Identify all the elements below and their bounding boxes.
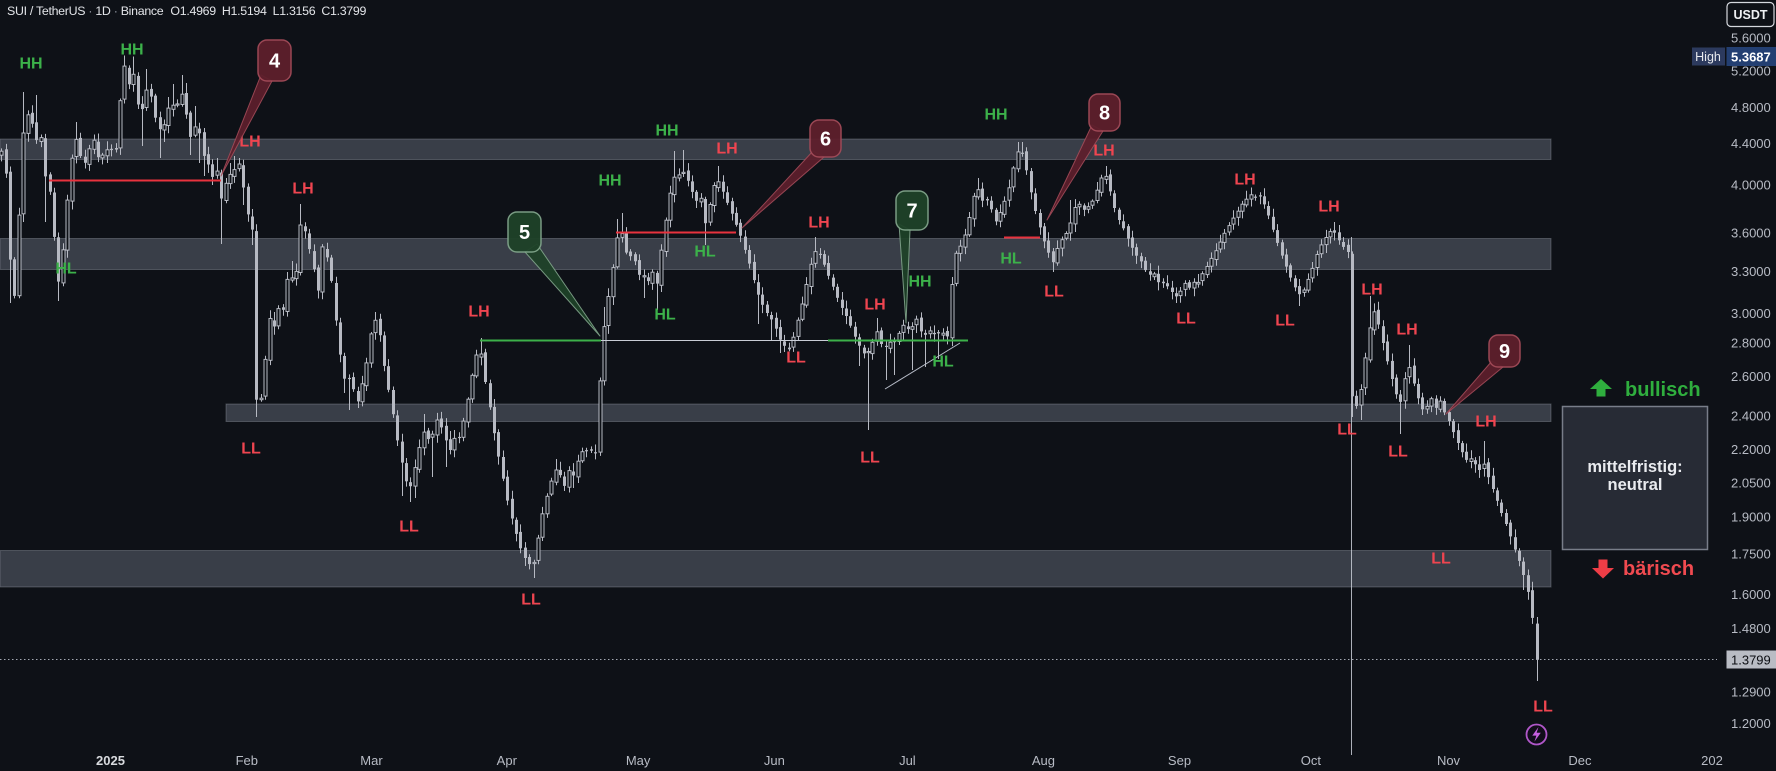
svg-text:5.6000: 5.6000 (1731, 31, 1771, 46)
svg-text:2.4000: 2.4000 (1731, 408, 1771, 423)
svg-text:LL: LL (1388, 444, 1408, 461)
svg-text:Jun: Jun (764, 753, 785, 768)
svg-text:May: May (626, 753, 651, 768)
svg-text:LH: LH (808, 215, 829, 232)
svg-text:HL: HL (932, 354, 954, 371)
svg-text:Apr: Apr (497, 753, 518, 768)
svg-text:1.9000: 1.9000 (1731, 509, 1771, 524)
svg-text:LL: LL (1044, 284, 1064, 301)
svg-text:High: High (1695, 50, 1721, 64)
svg-text:LL: LL (1337, 422, 1357, 439)
svg-text:1.2900: 1.2900 (1731, 685, 1771, 700)
svg-text:Dec: Dec (1568, 753, 1592, 768)
svg-text:LL: LL (521, 592, 541, 609)
svg-text:LH: LH (716, 141, 737, 158)
svg-text:LL: LL (860, 450, 880, 467)
svg-text:USDT: USDT (1733, 8, 1767, 22)
svg-text:1.2000: 1.2000 (1731, 716, 1771, 731)
svg-text:2.2000: 2.2000 (1731, 442, 1771, 457)
svg-text:2.8000: 2.8000 (1731, 335, 1771, 350)
svg-text:LH: LH (239, 134, 260, 151)
svg-text:1.3799: 1.3799 (1731, 653, 1771, 668)
svg-text:Oct: Oct (1301, 753, 1322, 768)
svg-text:LL: LL (1176, 311, 1196, 328)
svg-text:1.4800: 1.4800 (1731, 621, 1771, 636)
svg-text:HH: HH (908, 274, 931, 291)
svg-text:2.0500: 2.0500 (1731, 475, 1771, 490)
svg-text:7: 7 (906, 201, 917, 223)
svg-text:LL: LL (1533, 699, 1553, 716)
svg-text:HL: HL (1000, 251, 1022, 268)
svg-text:Feb: Feb (236, 753, 258, 768)
svg-text:HH: HH (120, 42, 143, 59)
svg-text:202: 202 (1701, 753, 1723, 768)
svg-text:4.0000: 4.0000 (1731, 178, 1771, 193)
svg-text:Sep: Sep (1168, 753, 1191, 768)
svg-text:bullisch: bullisch (1625, 379, 1701, 401)
svg-text:Aug: Aug (1032, 753, 1055, 768)
svg-text:LL: LL (1431, 551, 1451, 568)
svg-text:3.0000: 3.0000 (1731, 306, 1771, 321)
svg-text:LH: LH (1475, 414, 1496, 431)
svg-text:Jul: Jul (899, 753, 916, 768)
svg-text:HH: HH (655, 123, 678, 140)
svg-text:Nov: Nov (1437, 753, 1461, 768)
svg-text:neutral: neutral (1607, 476, 1662, 494)
svg-text:HH: HH (598, 173, 621, 190)
svg-text:LH: LH (1234, 172, 1255, 189)
svg-text:LH: LH (1396, 322, 1417, 339)
svg-text:4.4000: 4.4000 (1731, 136, 1771, 151)
svg-text:LL: LL (241, 441, 261, 458)
svg-text:LL: LL (1275, 313, 1295, 330)
svg-text:8: 8 (1099, 103, 1110, 125)
svg-text:HL: HL (694, 244, 716, 261)
svg-text:LH: LH (864, 297, 885, 314)
svg-text:LH: LH (292, 181, 313, 198)
svg-text:3.3000: 3.3000 (1731, 264, 1771, 279)
svg-text:5.2000: 5.2000 (1731, 64, 1771, 79)
svg-text:6: 6 (820, 129, 831, 151)
svg-text:mittelfristig:: mittelfristig: (1587, 458, 1682, 476)
svg-text:3.6000: 3.6000 (1731, 225, 1771, 240)
svg-text:LH: LH (1318, 199, 1339, 216)
svg-text:Mar: Mar (360, 753, 383, 768)
svg-text:LL: LL (399, 519, 419, 536)
svg-text:bärisch: bärisch (1623, 558, 1694, 580)
svg-text:LH: LH (1361, 282, 1382, 299)
svg-text:4.8000: 4.8000 (1731, 100, 1771, 115)
svg-text:HH: HH (19, 56, 42, 73)
svg-text:HL: HL (55, 261, 77, 278)
svg-text:2025: 2025 (96, 753, 125, 768)
svg-text:5: 5 (519, 222, 530, 244)
svg-text:5.3687: 5.3687 (1731, 50, 1771, 65)
svg-text:1.6000: 1.6000 (1731, 587, 1771, 602)
svg-text:LL: LL (786, 350, 806, 367)
svg-text:LH: LH (1093, 143, 1114, 160)
svg-text:1.7500: 1.7500 (1731, 547, 1771, 562)
svg-text:HL: HL (654, 307, 676, 324)
svg-text:2.6000: 2.6000 (1731, 369, 1771, 384)
svg-text:4: 4 (269, 51, 281, 73)
svg-text:HH: HH (984, 107, 1007, 124)
svg-text:9: 9 (1499, 341, 1510, 363)
svg-text:LH: LH (468, 304, 489, 321)
